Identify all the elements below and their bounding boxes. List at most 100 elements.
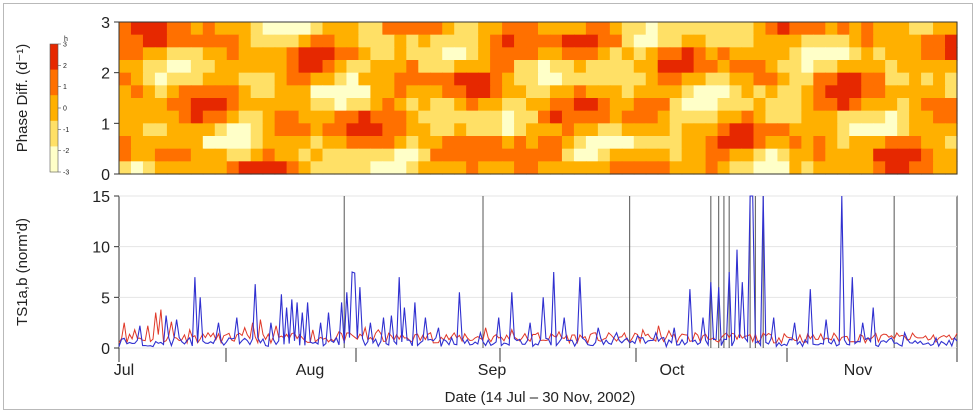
heatmap-cell (885, 123, 898, 137)
heatmap-cell (430, 72, 443, 86)
heatmap-cell (154, 60, 168, 74)
heatmap-cell (849, 22, 862, 36)
heatmap-cell (945, 60, 958, 74)
heatmap-cell (573, 72, 587, 86)
heatmap-cell (729, 60, 743, 74)
heatmap-cell (250, 60, 264, 74)
heatmap-cell (897, 47, 910, 61)
heatmap-cell (322, 34, 336, 48)
heatmap-cell (166, 136, 180, 150)
heatmap-cell (897, 34, 910, 48)
heatmap-cell (238, 47, 252, 61)
heatmap-cell (849, 136, 862, 150)
heatmap-cell (573, 123, 587, 137)
heatmap-cell (837, 34, 850, 48)
heatmap-cell (514, 161, 527, 175)
heatmap-cell (585, 85, 599, 99)
heatmap-cell (705, 34, 719, 48)
heatmap-cell (669, 22, 683, 36)
heatmap-cell (765, 161, 779, 175)
heatmap-cell (933, 47, 946, 61)
heatmap-cell (274, 98, 288, 112)
heatmap-cell (478, 110, 491, 124)
heatmap-cell (478, 72, 491, 86)
heatmap-cell (729, 22, 743, 36)
heatmap-cell (657, 161, 671, 175)
heatmap-cell (573, 110, 587, 124)
heatmap-cell (873, 60, 886, 74)
heatmap-cell (777, 85, 790, 99)
heatmap-cell (765, 148, 779, 162)
heatmap-cell (633, 123, 647, 137)
heatmap-cell (406, 85, 419, 99)
heatmap-cell (382, 98, 395, 112)
heatmap-cell (190, 123, 204, 137)
heatmap-cell (861, 123, 874, 137)
heatmap-cell (909, 22, 922, 36)
heatmap-cell (561, 85, 575, 99)
heatmap-cell (346, 161, 360, 175)
heatmap-cell (573, 85, 587, 99)
heatmap-cell (442, 98, 455, 112)
heatmap-cell (861, 161, 874, 175)
heatmap-cell (490, 22, 503, 36)
heatmap-cell (394, 85, 407, 99)
heatmap-cell (621, 110, 635, 124)
heatmap-cell (909, 85, 922, 99)
heatmap-cell (322, 47, 336, 61)
heatmap-cell (573, 22, 587, 36)
heatmap-cell (597, 110, 611, 124)
heatmap-cell (490, 98, 503, 112)
heatmap-cell (837, 136, 850, 150)
heatmap-cell (573, 148, 587, 162)
heatmap-cell (933, 98, 946, 112)
heatmap-cell (370, 148, 383, 162)
heatmap-cell (657, 60, 671, 74)
heatmap-cell (119, 34, 132, 48)
heatmap-cell (813, 123, 826, 137)
heatmap-cell (813, 60, 826, 74)
heatmap-cell (789, 85, 802, 99)
heatmap-cell (717, 72, 731, 86)
heatmap-cell (394, 47, 407, 61)
heatmap-cell (549, 123, 563, 137)
heatmap-cell (873, 161, 886, 175)
heatmap-cell (573, 47, 587, 61)
heatmap-cell (142, 34, 156, 48)
heatmap-cell (418, 72, 431, 86)
heatmap-cell (154, 123, 168, 137)
heatmap-cell (633, 136, 647, 150)
heatmap-cell (346, 110, 360, 124)
heatmap-cell (633, 47, 647, 61)
heatmap-cell (597, 22, 611, 36)
heatmap-cell (849, 148, 862, 162)
heatmap-cell (693, 47, 707, 61)
heatmap-cell (526, 85, 539, 99)
heatmap-cell (394, 110, 407, 124)
heatmap-cell (226, 136, 240, 150)
heatmap-cell (681, 85, 695, 99)
heatmap-cell (921, 72, 934, 86)
heatmap-cell (717, 136, 731, 150)
heatmap-cell (621, 22, 635, 36)
heatmap-cell (130, 98, 144, 112)
heatmap-frame (118, 21, 958, 175)
heatmap-cell (394, 72, 407, 86)
heatmap-cell (669, 148, 683, 162)
heatmap-cell (178, 161, 192, 175)
heatmap-cell (442, 161, 455, 175)
heatmap-cell (334, 148, 348, 162)
heatmap-cell (334, 72, 348, 86)
heatmap-cell (214, 161, 228, 175)
heatmap-cell (945, 148, 958, 162)
x-axis-label: Date (14 Jul – 30 Nov, 2002) (445, 389, 636, 406)
heatmap-cell (681, 123, 695, 137)
heatmap-cell (813, 72, 826, 86)
heatmap-cell (585, 72, 599, 86)
heatmap-cell (681, 47, 695, 61)
heatmap-cell (933, 136, 946, 150)
heatmap-cell (178, 72, 192, 86)
heatmap-cell (358, 60, 371, 74)
heatmap-cell (585, 47, 599, 61)
heatmap-cell (645, 98, 659, 112)
